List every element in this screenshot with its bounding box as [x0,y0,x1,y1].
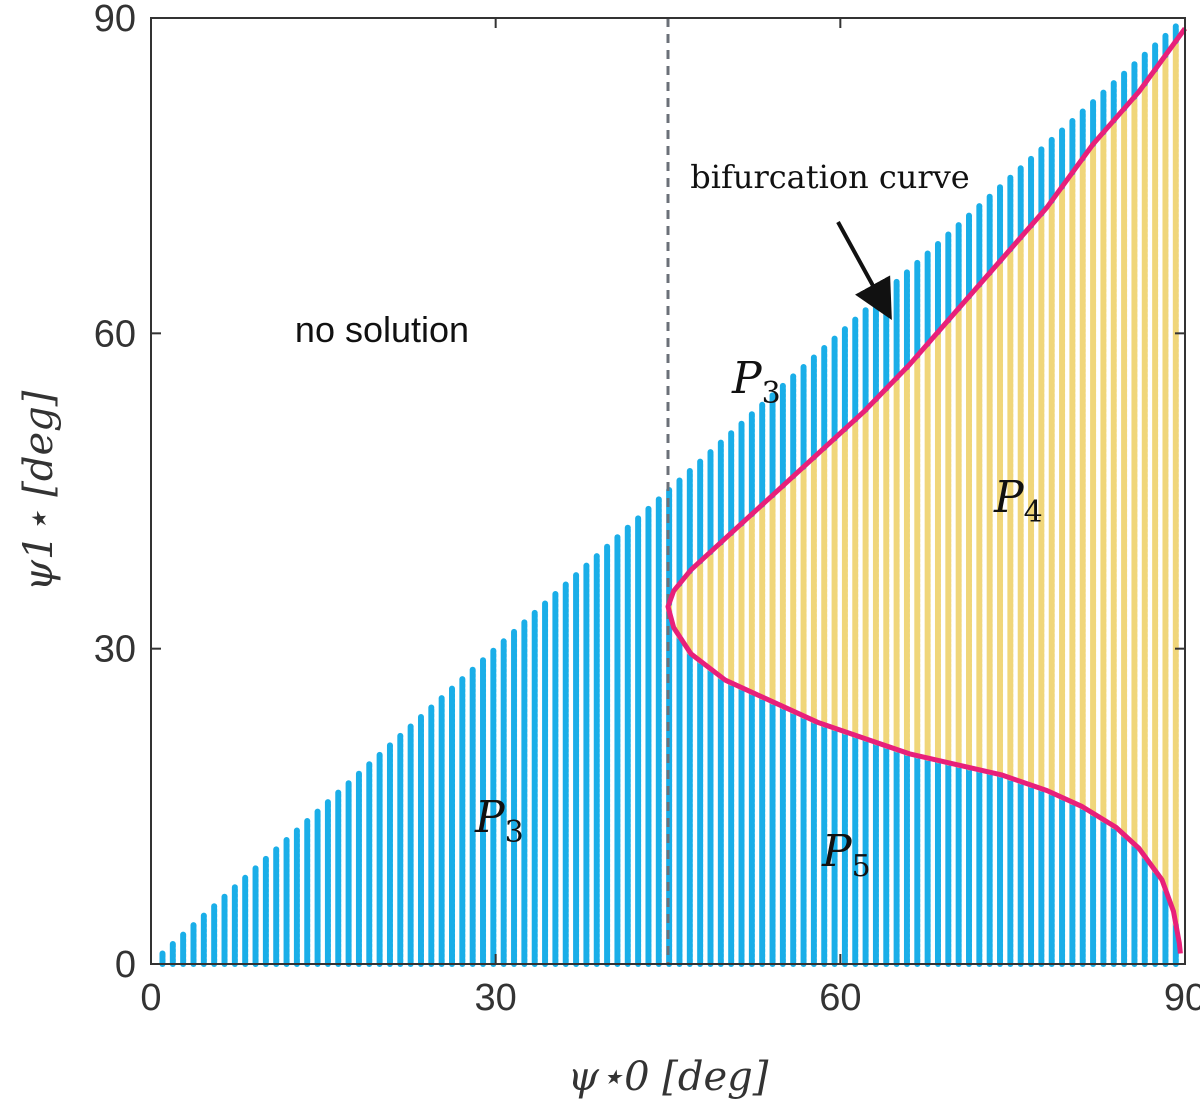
bifurcation-curve-line [665,27,1188,954]
region-label-p3-left: P3 [474,792,524,850]
y-tick-label: 60 [94,313,136,355]
x-tick-label: 90 [1164,977,1200,1019]
region-label-p4: P4 [993,472,1043,530]
y-tick-label: 90 [94,0,136,40]
x-tick-label: 30 [475,977,517,1019]
plot-area [159,18,1188,967]
axes-box [150,17,1186,965]
annotation-bifurcation-curve: bifurcation curve [690,158,969,196]
x-tick-label: 60 [819,977,861,1019]
axis-ticks: 0 30 60 90 0 30 60 90 [94,0,1200,1019]
y-tick-label: 0 [115,944,136,986]
region-label-p5: P5 [821,826,871,884]
y-tick-label: 30 [94,629,136,671]
region-label-p3-top: P3 [731,353,781,411]
bifurcation-arrow [836,221,892,321]
x-tick-label: 0 [140,977,161,1019]
annotation-no-solution: no solution [295,309,469,350]
y-axis-label: ψ1⋆ [deg] [16,390,62,591]
x-axis-label: ψ⋆0 [deg] [568,1054,769,1100]
